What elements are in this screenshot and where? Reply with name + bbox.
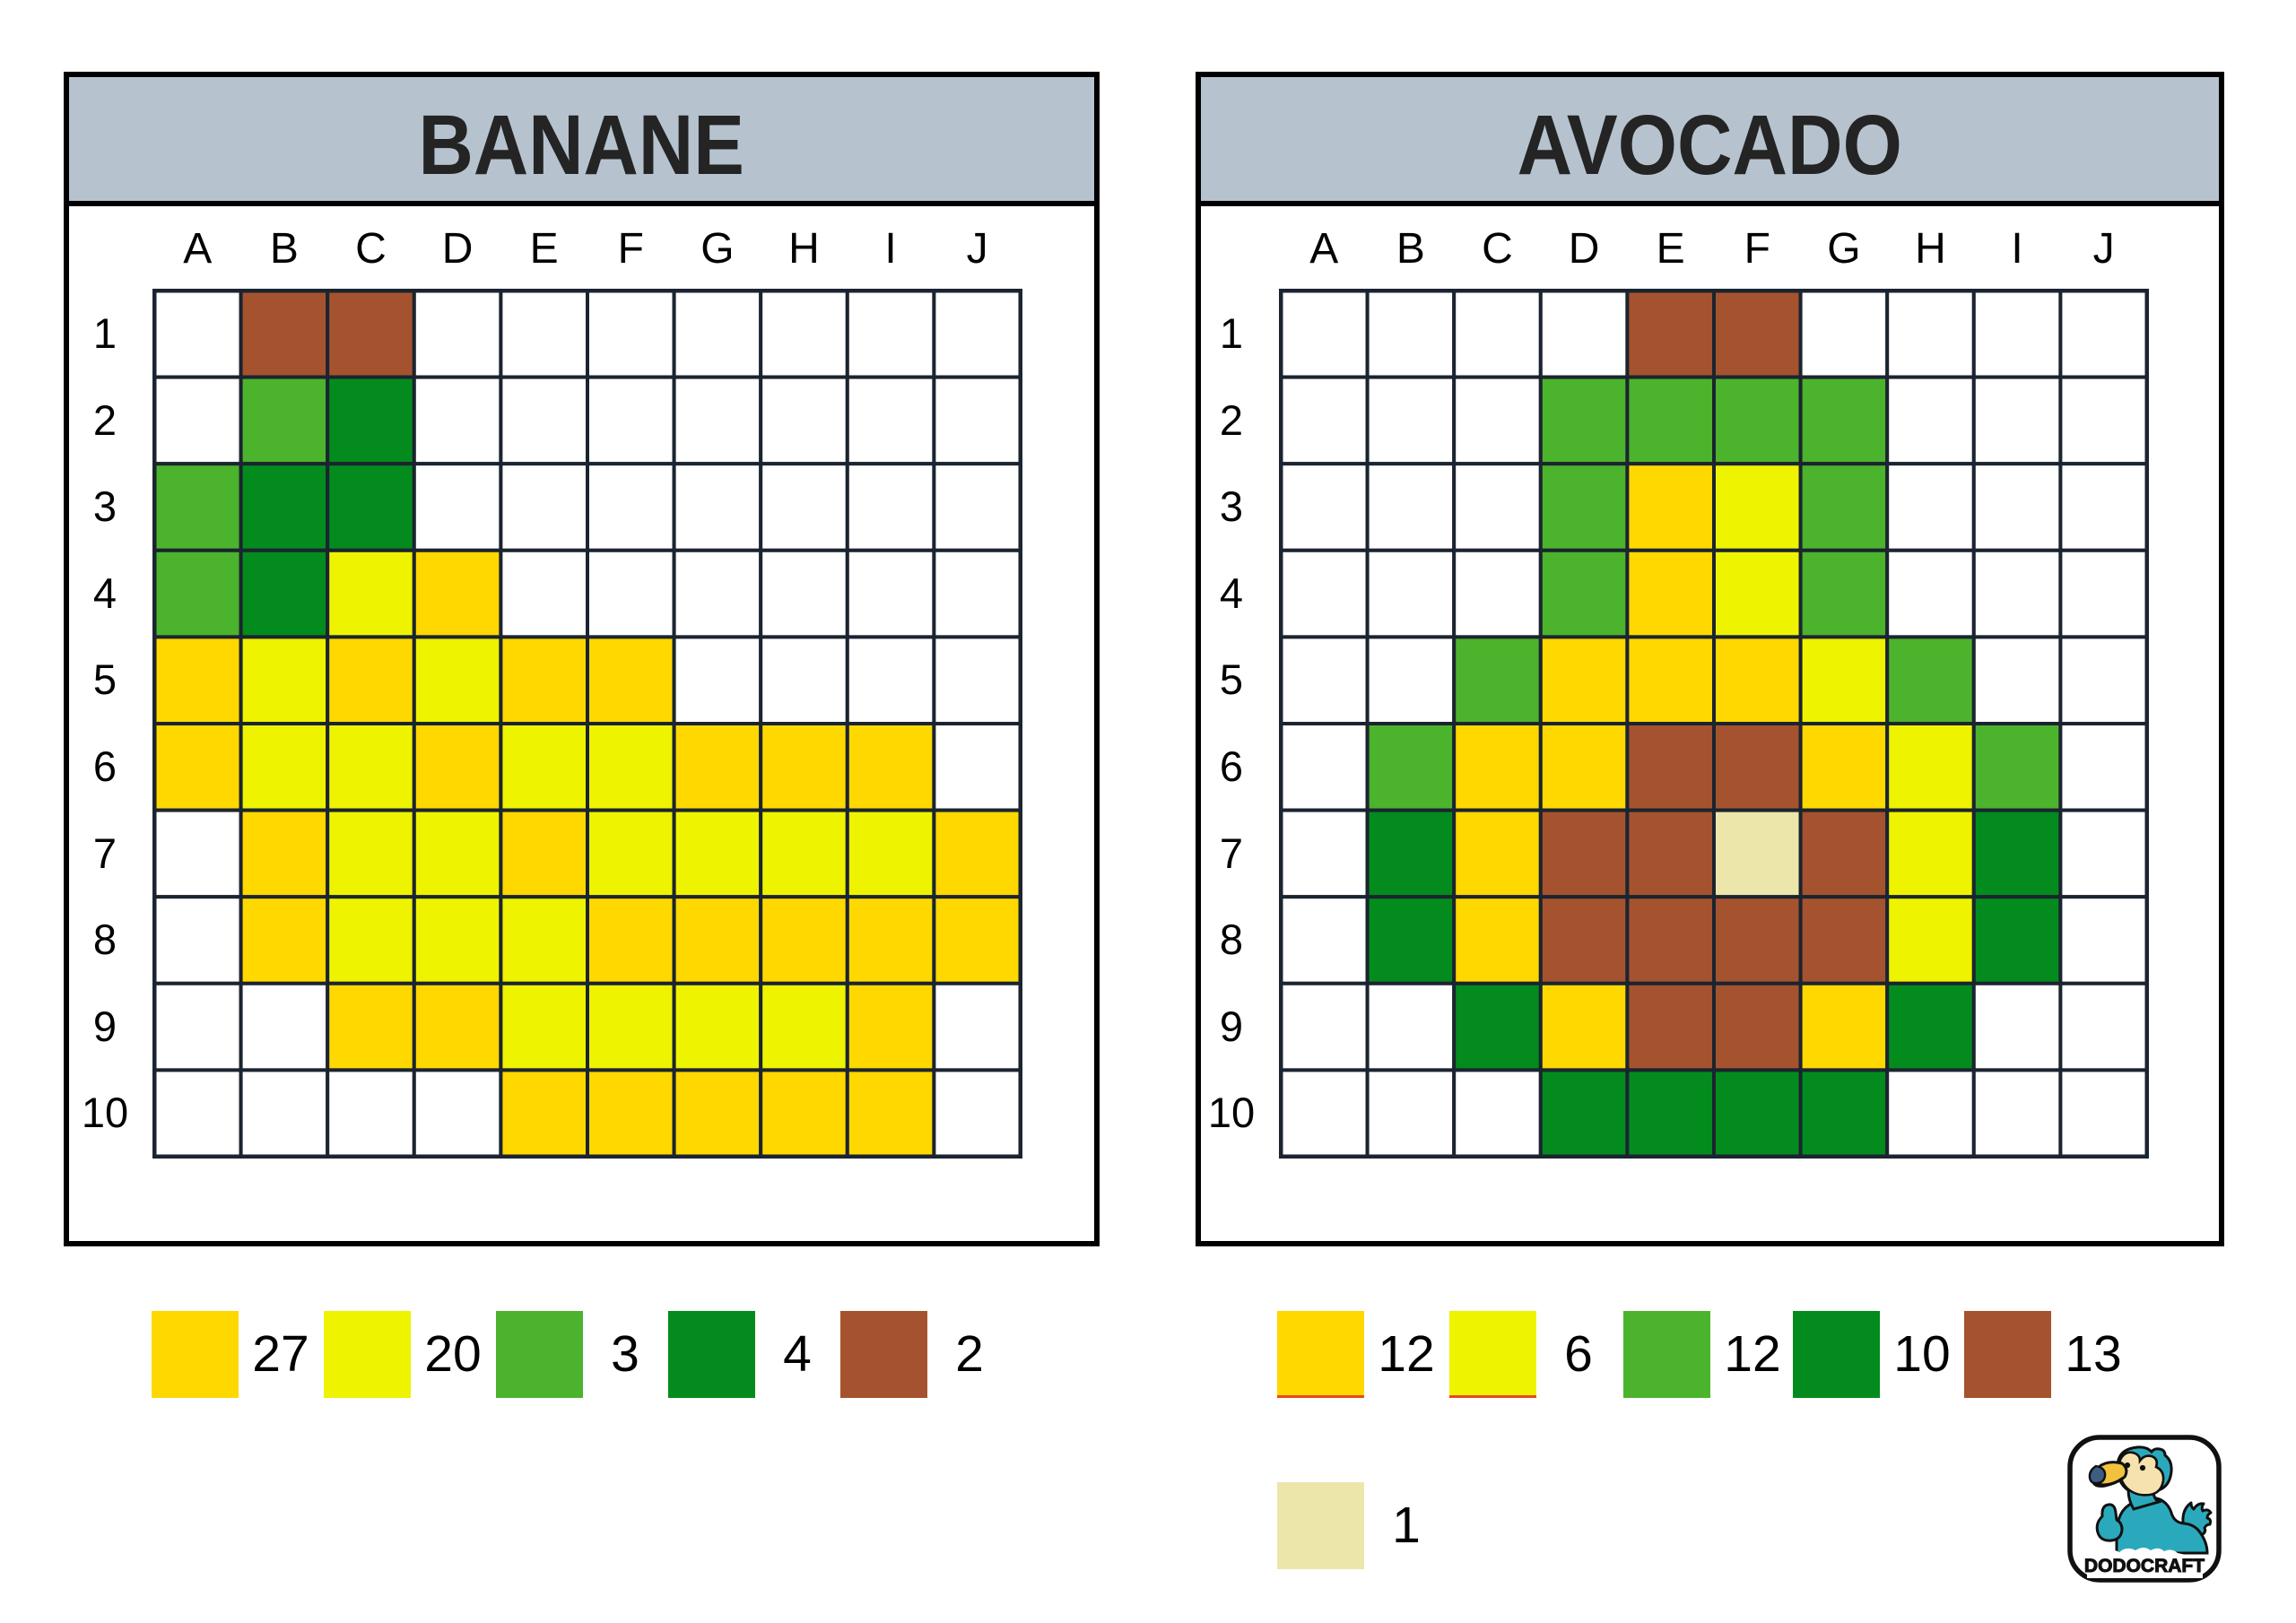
svg-text:DODOCRAFT: DODOCRAFT [2084, 1556, 2205, 1576]
